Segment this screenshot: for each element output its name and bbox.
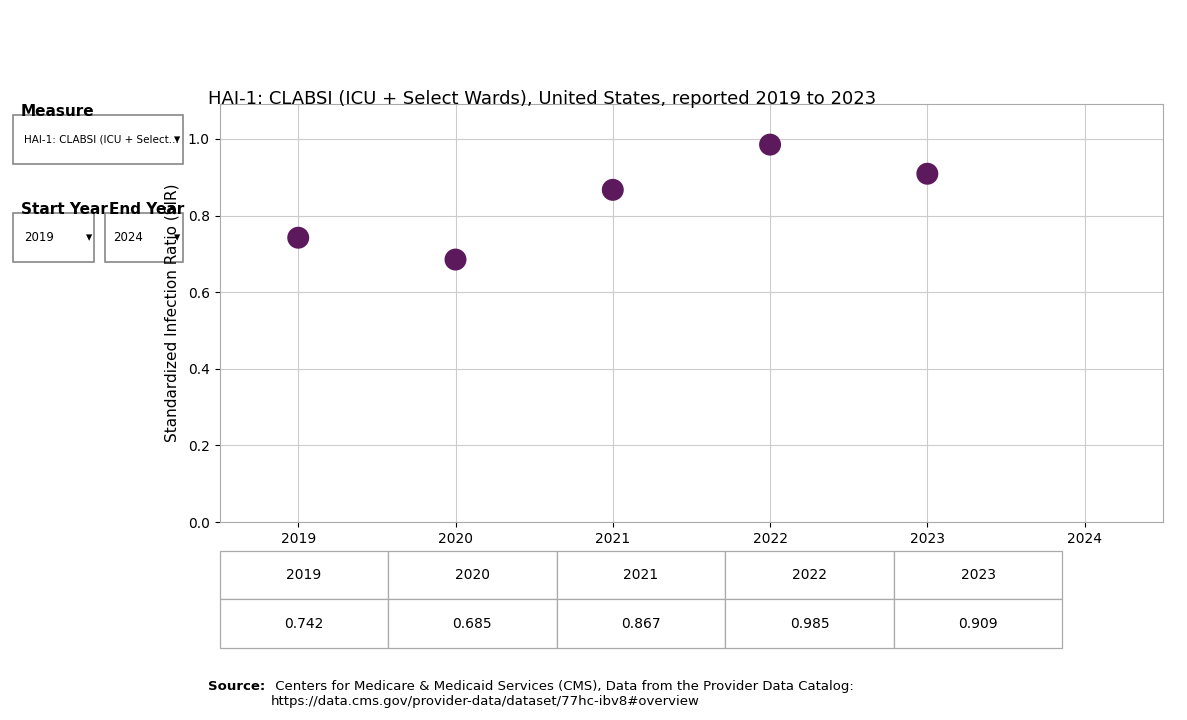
Text: HAI-1: CLABSI (ICU + Select...: HAI-1: CLABSI (ICU + Select... <box>24 135 179 145</box>
Text: ▾: ▾ <box>85 231 91 244</box>
Bar <box>557 551 725 599</box>
Text: End Year: End Year <box>109 202 184 217</box>
Point <box>603 184 622 196</box>
Text: 0.909: 0.909 <box>958 617 998 631</box>
Text: 2019: 2019 <box>24 231 55 244</box>
Text: ▾: ▾ <box>174 231 180 244</box>
Bar <box>725 551 894 599</box>
Text: 0.867: 0.867 <box>621 617 661 631</box>
Text: Measure: Measure <box>20 104 94 119</box>
X-axis label: Reporting Year: Reporting Year <box>635 554 748 569</box>
FancyBboxPatch shape <box>13 115 183 164</box>
Text: 2022: 2022 <box>792 568 827 582</box>
Text: Start Year: Start Year <box>20 202 108 217</box>
Text: 0.985: 0.985 <box>789 617 830 631</box>
Point <box>288 232 307 243</box>
Text: 0.685: 0.685 <box>452 617 493 631</box>
Text: 2020: 2020 <box>455 568 490 582</box>
Bar <box>388 599 557 648</box>
Text: Centers for Medicare & Medicaid Services (CMS), Data from the Provider Data Cata: Centers for Medicare & Medicaid Services… <box>271 680 853 708</box>
Bar <box>557 599 725 648</box>
Bar <box>725 599 894 648</box>
Text: HAI-1: CLABSI (ICU + Select Wards), United States, reported 2019 to 2023: HAI-1: CLABSI (ICU + Select Wards), Unit… <box>208 90 876 108</box>
Bar <box>894 551 1062 599</box>
Text: 2021: 2021 <box>623 568 659 582</box>
Text: 2019: 2019 <box>286 568 322 582</box>
Text: ▾: ▾ <box>174 133 180 146</box>
Bar <box>894 599 1062 648</box>
Text: 2023: 2023 <box>960 568 996 582</box>
Bar <box>388 551 557 599</box>
Point <box>446 254 465 266</box>
Bar <box>220 599 388 648</box>
Text: Safety Measures from CMS Hospital Reporting Programs: Safety Measures from CMS Hospital Report… <box>237 28 950 48</box>
Text: 2024: 2024 <box>113 231 142 244</box>
Y-axis label: Standardized Infection Ratio (SIR): Standardized Infection Ratio (SIR) <box>165 184 179 443</box>
FancyBboxPatch shape <box>13 213 94 262</box>
Bar <box>220 551 388 599</box>
Text: 0.742: 0.742 <box>284 617 324 631</box>
FancyBboxPatch shape <box>106 213 183 262</box>
Point <box>761 139 780 150</box>
Text: Source:: Source: <box>208 680 265 693</box>
Point <box>918 168 937 179</box>
